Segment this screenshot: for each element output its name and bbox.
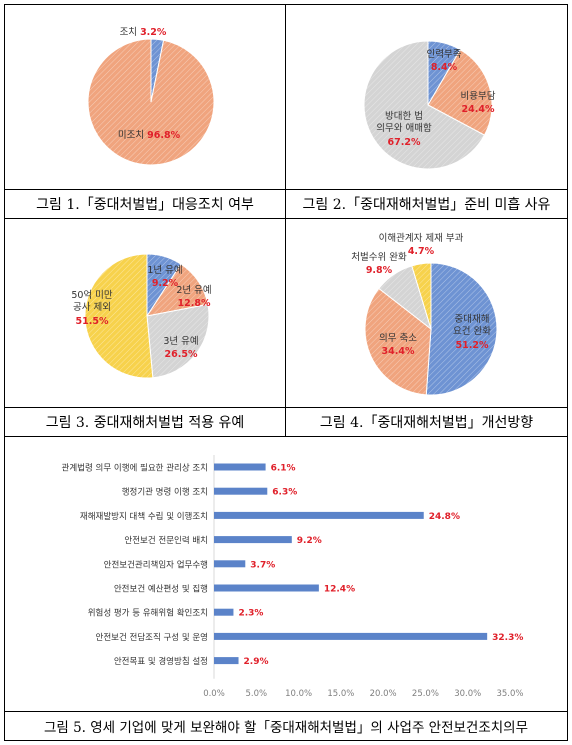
slice-label: 1년 유예 9.2% [147,265,182,289]
pie-slice [427,49,493,136]
x-tick-label: 0.0% [203,689,225,699]
svg-text:조치 3.2%: 조치 3.2% [120,26,167,38]
svg-text:공사 제외: 공사 제외 [73,301,111,313]
bar [214,560,246,568]
pie-slice [84,253,154,379]
bar [214,463,266,471]
category-label: 안전보건관리책임자 업무수행 [104,559,208,570]
x-tick-label: 20.0% [370,689,397,699]
fig2-panel: 인력부족 8.4% 비용부담 24.4% 방대한 법 의무와 애매함 67.2% [285,4,568,190]
svg-text:처벌수위 완화: 처벌수위 완화 [351,251,407,263]
bar [214,584,319,592]
value-label: 6.3% [272,488,297,498]
value-label: 3.7% [250,560,275,570]
bar [214,511,424,519]
fig1-panel: 조치 3.2% 미조치 96.8% [4,4,286,190]
fig3-panel: 1년 유예 9.2% 2년 유예 12.8% 3년 유예 26.5% 50억 미만 공사 제외… [4,218,286,408]
svg-text:1년 유예: 1년 유예 [147,265,182,276]
bar [214,608,234,616]
svg-text:비용부담: 비용부담 [461,90,496,102]
category-label: 재해재발방지 대책 수립 및 이행조치 [80,511,208,522]
figure-grid: 조치 3.2% 미조치 96.8% 그림 1.「중대처벌법」대응조치 여부 인력부… [4,4,568,741]
svg-text:51.5%: 51.5% [76,316,109,327]
slice-label: 의무 축소 34.4% [379,333,417,357]
category-label: 안전보건 예산편성 및 집행 [114,584,208,595]
x-tick-label: 15.0% [327,689,354,699]
svg-text:2년 유예: 2년 유예 [176,285,211,296]
svg-text:3년 유예: 3년 유예 [163,336,198,347]
fig2-caption: 그림 2.「중대재해처벌법」준비 미흡 사유 [285,189,568,219]
svg-text:방대한 법: 방대한 법 [385,111,423,122]
svg-text:51.2%: 51.2% [456,340,489,351]
pie-slice [146,303,210,379]
x-tick-label: 25.0% [412,689,439,699]
svg-text:의무와 애매함: 의무와 애매함 [376,122,432,134]
slice-label: 인력부족 8.4% [427,48,462,73]
category-label: 안전보건 전담조직 구성 및 운영 [96,632,208,643]
fig4-caption: 그림 4.「중대재해처벌법」개선방향 [285,407,568,437]
slice-label: 3년 유예 26.5% [163,336,198,360]
value-label: 6.1% [271,464,296,474]
slice-label: 이해관계자 제재 부과 4.7% [379,232,464,257]
svg-text:미조치 96.8%: 미조치 96.8% [118,129,181,141]
x-tick-label: 10.0% [285,689,312,699]
bar [214,657,239,665]
bar-chart-fig5: 관계법령 의무 이행에 필요한 관리상 조치 6.1% 행정기관 명령 이행 조치 6… [62,455,524,699]
bar [214,632,488,640]
pie-slice [363,40,486,170]
category-label: 관계법령 의무 이행에 필요한 관리상 조치 [62,463,208,474]
svg-text:인력부족: 인력부족 [427,48,462,60]
x-tick-label: 35.0% [496,689,523,699]
pie-chart-fig1: 조치 3.2% 미조치 96.8% [87,26,215,166]
svg-text:4.7%: 4.7% [408,246,435,257]
fig3-caption: 그림 3. 중대재해처벌법 적용 유예 [4,407,286,437]
pie-slice [87,38,215,166]
slice-label: 2년 유예 12.8% [176,285,211,309]
svg-text:24.4%: 24.4% [462,104,495,115]
bar [214,487,268,495]
value-label: 2.3% [238,609,263,619]
fig5-caption: 그림 5. 영세 기업에 맞게 보완해야 할「중대재해처벌법」의 사업주 안전보… [4,711,568,741]
slice-label: 조치 3.2% [120,26,167,38]
svg-text:의무 축소: 의무 축소 [379,333,417,344]
pie-slice [364,287,432,396]
value-label: 9.2% [297,536,322,546]
fig4-panel: 중대재해 요건 완화 51.2% 의무 축소 34.4% 처벌수위 완화 9.8% 이해관계자… [285,218,568,408]
svg-text:12.8%: 12.8% [178,298,211,309]
fig5-panel: 관계법령 의무 이행에 필요한 관리상 조치 6.1% 행정기관 명령 이행 조치 6… [4,436,568,712]
x-tick-label: 30.0% [454,689,481,699]
svg-text:9.8%: 9.8% [366,265,393,276]
x-tick-label: 5.0% [245,689,267,699]
pie-slice [425,262,498,396]
category-label: 행정기관 명령 이행 조치 [122,487,208,498]
fig1-caption: 그림 1.「중대처벌법」대응조치 여부 [4,189,286,219]
pie-slice [411,262,432,330]
svg-text:50억 미만: 50억 미만 [71,289,113,301]
category-label: 안전목표 및 경영방침 설정 [114,656,208,667]
value-label: 12.4% [324,585,355,595]
slice-label: 비용부담 24.4% [461,90,496,115]
svg-text:중대재해: 중대재해 [455,313,490,325]
category-label: 위험성 평가 등 유해위험 확인조치 [88,608,208,619]
bar [214,536,292,544]
value-label: 24.8% [429,512,460,522]
slice-label: 처벌수위 완화 9.8% [351,251,407,276]
svg-text:요건 완화: 요건 완화 [453,326,491,337]
svg-text:9.2%: 9.2% [152,278,179,289]
value-label: 2.9% [244,657,269,667]
category-label: 안전보건 전문인력 배치 [124,535,208,546]
svg-text:67.2%: 67.2% [388,137,421,148]
svg-text:34.4%: 34.4% [382,346,415,357]
svg-text:이해관계자 제재 부과: 이해관계자 제재 부과 [379,232,464,244]
slice-label: 미조치 96.8% [118,129,181,141]
value-label: 32.3% [492,633,523,643]
svg-text:8.4%: 8.4% [431,62,458,73]
svg-text:26.5%: 26.5% [165,349,198,360]
